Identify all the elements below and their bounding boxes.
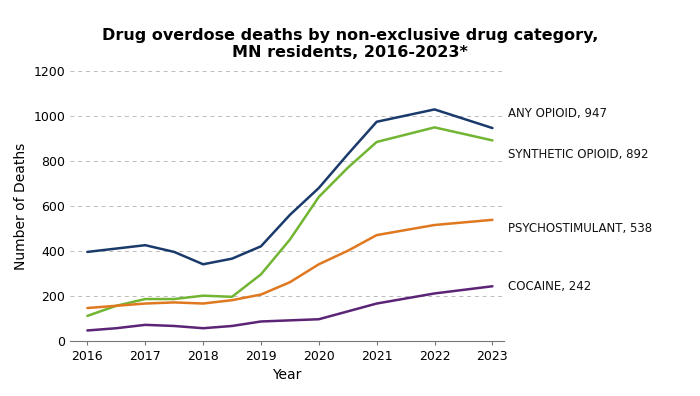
Text: SYNTHETIC OPIOID, 892: SYNTHETIC OPIOID, 892 [508, 148, 649, 161]
Text: COCAINE, 242: COCAINE, 242 [508, 280, 592, 293]
Text: Drug overdose deaths by non-exclusive drug category,
MN residents, 2016-2023*: Drug overdose deaths by non-exclusive dr… [102, 28, 598, 60]
Text: PSYCHOSTIMULANT, 538: PSYCHOSTIMULANT, 538 [508, 222, 652, 235]
Text: ANY OPIOID, 947: ANY OPIOID, 947 [508, 107, 608, 120]
Y-axis label: Number of Deaths: Number of Deaths [14, 142, 28, 270]
X-axis label: Year: Year [272, 368, 302, 382]
